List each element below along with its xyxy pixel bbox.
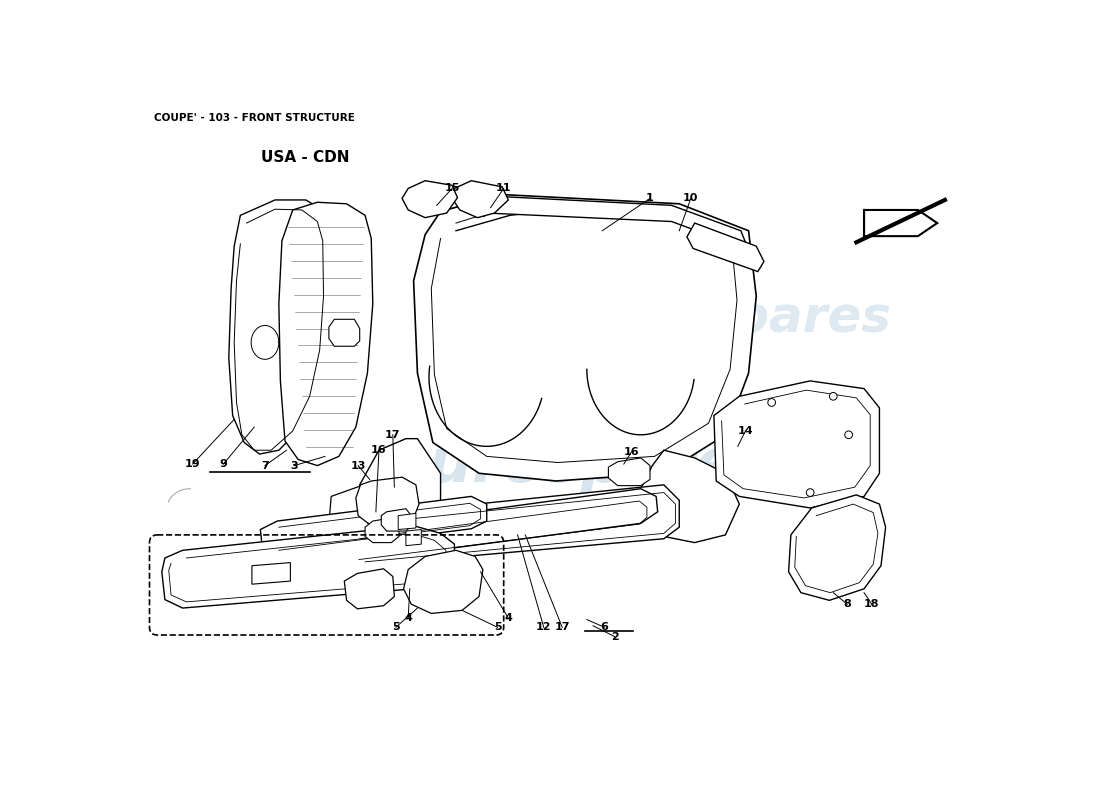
Polygon shape (404, 550, 483, 614)
Polygon shape (484, 196, 746, 248)
Text: 5: 5 (494, 622, 502, 632)
Polygon shape (640, 450, 739, 542)
Text: 4: 4 (405, 613, 412, 623)
Text: 15: 15 (444, 183, 460, 194)
Circle shape (829, 393, 837, 400)
Polygon shape (398, 514, 416, 530)
Polygon shape (403, 181, 458, 218)
Text: 1: 1 (646, 194, 653, 203)
Text: 18: 18 (864, 599, 880, 610)
Text: USA - CDN: USA - CDN (261, 150, 350, 166)
Text: eurospares: eurospares (575, 294, 891, 342)
Polygon shape (329, 485, 390, 542)
Text: 11: 11 (496, 183, 512, 194)
Text: 9: 9 (220, 459, 228, 469)
Polygon shape (346, 485, 680, 566)
Polygon shape (252, 562, 290, 584)
Text: 17: 17 (385, 430, 400, 440)
Polygon shape (686, 223, 763, 271)
Text: 7: 7 (261, 461, 268, 470)
Polygon shape (452, 181, 508, 218)
Polygon shape (344, 569, 395, 609)
Text: 4: 4 (505, 613, 513, 623)
Text: 2: 2 (610, 631, 618, 642)
Text: 8: 8 (844, 599, 851, 610)
Polygon shape (865, 210, 937, 236)
Text: COUPE' - 103 - FRONT STRUCTURE: COUPE' - 103 - FRONT STRUCTURE (154, 113, 355, 123)
Polygon shape (229, 200, 332, 454)
Polygon shape (414, 194, 757, 481)
Circle shape (845, 431, 853, 438)
Polygon shape (382, 509, 411, 531)
Text: 5: 5 (392, 622, 399, 632)
Polygon shape (365, 518, 399, 542)
Polygon shape (162, 526, 454, 608)
Polygon shape (343, 489, 658, 560)
Text: 16: 16 (371, 445, 387, 455)
Text: 12: 12 (536, 622, 551, 632)
Text: 19: 19 (185, 459, 200, 469)
Polygon shape (279, 202, 373, 466)
Text: 17: 17 (554, 622, 570, 632)
Polygon shape (714, 381, 880, 508)
Polygon shape (608, 458, 650, 486)
Polygon shape (360, 438, 440, 531)
Circle shape (768, 398, 776, 406)
Text: 6: 6 (601, 622, 608, 632)
Polygon shape (789, 495, 886, 600)
Polygon shape (406, 530, 421, 546)
Polygon shape (329, 319, 360, 346)
Polygon shape (356, 477, 419, 526)
Text: 14: 14 (738, 426, 754, 436)
Circle shape (806, 489, 814, 496)
Text: 13: 13 (351, 461, 366, 470)
Text: 3: 3 (290, 461, 298, 470)
Text: eurospares: eurospares (387, 436, 774, 495)
Text: 10: 10 (683, 194, 698, 203)
Polygon shape (261, 496, 486, 554)
Text: 16: 16 (624, 446, 639, 457)
